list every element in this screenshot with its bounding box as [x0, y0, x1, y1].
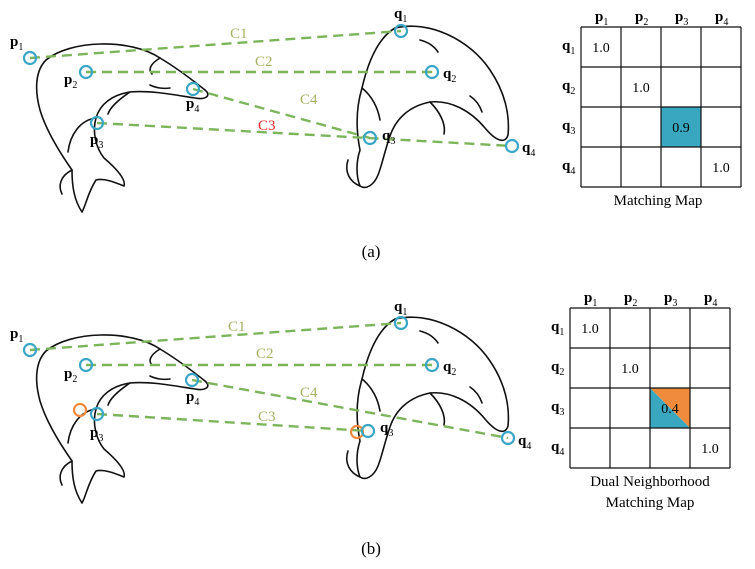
match-line-c4: [192, 87, 371, 140]
map-row-header: q3: [562, 118, 575, 137]
point-label-q1: q1: [394, 299, 407, 318]
point-label-p2: p2: [64, 72, 77, 91]
map-row-header: q4: [551, 439, 564, 458]
match-label-c1: C1: [230, 26, 248, 42]
target-dolphin-b: [345, 316, 510, 480]
map-cell-value: 1.0: [701, 442, 719, 457]
keypoint-p2: [78, 64, 94, 80]
keypoint-q2: [424, 64, 440, 80]
point-label-p1: p1: [10, 34, 23, 53]
map-caption-b-line2: Matching Map: [606, 495, 695, 511]
point-label-q4: q4: [522, 140, 535, 159]
keypoint-p2: [78, 357, 94, 373]
correspondence-lines-b: [29, 321, 509, 440]
keypoint-p4: [184, 372, 200, 388]
keypoint-q4: [500, 430, 516, 446]
correspondence-lines-a: [29, 29, 513, 148]
point-label-p4: p4: [186, 389, 199, 408]
match-label-c2: C2: [255, 54, 273, 70]
panel-caption-a: (a): [362, 242, 381, 261]
map-row-header: q4: [562, 158, 575, 177]
matching-map-a: p1 p2 p3 p4 q1 q2 q3 q4 1.0 1.0 0.9 1.0: [562, 9, 742, 188]
keypoint-q1: [393, 23, 409, 39]
keypoint-p3-neighbor: [72, 402, 88, 418]
keypoints-a: [22, 23, 520, 154]
target-dolphin-a: [345, 25, 510, 189]
keypoint-p1: [22, 50, 38, 66]
match-line-c1: [29, 29, 402, 60]
map-cell-fill: [661, 107, 701, 147]
keypoint-q3: [360, 423, 376, 439]
map-row-header: q2: [551, 359, 564, 378]
point-label-p4: p4: [186, 96, 199, 115]
panel-b: C1 C2 C4 C3 p1 p2 p3 p4 q1 q2 q3: [10, 290, 731, 558]
point-label-q4: q4: [518, 433, 531, 452]
map-col-header: p2: [624, 290, 637, 309]
map-col-header: p2: [635, 9, 648, 28]
point-label-q1: q1: [394, 6, 407, 25]
map-col-header: p1: [584, 290, 597, 309]
match-label-c4: C4: [300, 385, 318, 401]
point-label-q3: q3: [382, 128, 395, 147]
map-cell-value: 1.0: [632, 81, 650, 96]
map-cell-value: 0.9: [672, 121, 690, 136]
map-caption-a-line1: Matching Map: [614, 193, 703, 209]
map-row-header: q3: [551, 399, 564, 418]
map-cell-value: 0.4: [661, 402, 679, 417]
map-cell-value: 1.0: [581, 322, 599, 337]
point-label-q2: q2: [443, 359, 456, 378]
map-cell-value: 1.0: [712, 161, 730, 176]
map-col-header: p3: [675, 9, 688, 28]
keypoint-q2: [424, 357, 440, 373]
point-label-p3: p3: [90, 132, 103, 151]
match-label-c1: C1: [228, 319, 246, 335]
match-label-c3: C3: [258, 409, 276, 425]
match-line-c4: [191, 378, 509, 440]
keypoint-q1: [393, 315, 409, 331]
panel-caption-b: (b): [361, 539, 381, 558]
map-caption-b-line1: Dual Neighborhood: [590, 474, 710, 490]
map-col-header: p4: [704, 290, 717, 309]
panel-a: C1 C2 C4 C3 p1 p2 p3 p4 q1 q2 q3: [10, 6, 742, 261]
map-row-header: q1: [551, 319, 564, 338]
point-label-q3: q3: [380, 420, 393, 439]
match-label-c2: C2: [256, 346, 274, 362]
map-cell-fill-high: [650, 388, 690, 428]
map-col-header: p3: [664, 290, 677, 309]
match-line-c3: [96, 121, 513, 148]
keypoint-p3: [89, 115, 105, 131]
point-label-p3: p3: [90, 425, 103, 444]
keypoint-q3: [362, 130, 378, 146]
map-col-header: p1: [595, 9, 608, 28]
keypoint-p1: [22, 342, 38, 358]
map-col-header: p4: [715, 9, 728, 28]
map-cell-value: 1.0: [621, 362, 639, 377]
match-label-c3: C3: [258, 118, 276, 134]
point-label-p1: p1: [10, 326, 23, 345]
match-line-c3: [96, 412, 369, 433]
map-cell-value: 1.0: [592, 41, 610, 56]
map-row-header: q2: [562, 78, 575, 97]
keypoints-b: [22, 315, 516, 446]
point-label-p2: p2: [64, 366, 77, 385]
keypoint-p4: [185, 81, 201, 97]
keypoint-p3: [89, 406, 105, 422]
matching-map-b: p1 p2 p3 p4 q1 q2 q3 q4 1.0 1.0 0.4 1.0: [551, 290, 731, 469]
point-label-q2: q2: [443, 66, 456, 85]
match-label-c4: C4: [300, 92, 318, 108]
keypoint-q4: [504, 138, 520, 154]
map-row-header: q1: [562, 38, 575, 57]
match-line-c1: [29, 321, 402, 352]
